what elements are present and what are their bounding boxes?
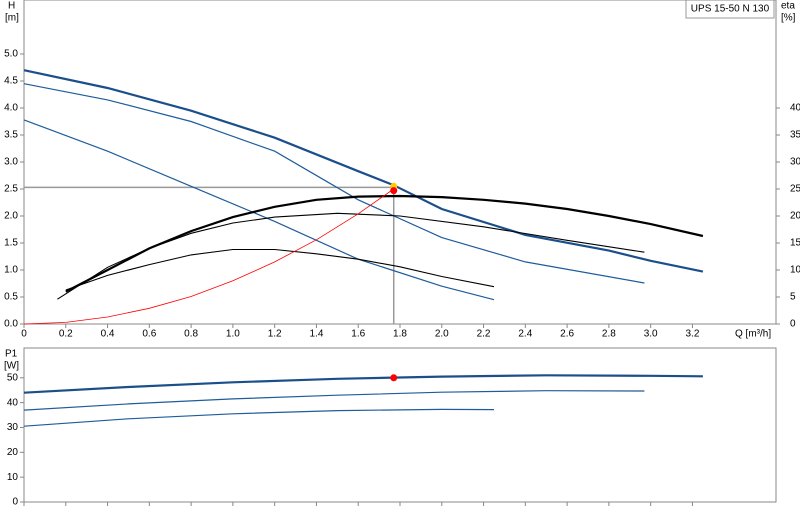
x-tick-label: 1.0 [226, 329, 240, 340]
y-tick-label: 0.5 [4, 292, 18, 303]
curve [65, 248, 495, 291]
y-axis-label: P1 [5, 349, 18, 360]
x-tick-label: 2.0 [435, 329, 449, 340]
curve [23, 390, 645, 411]
y2-tick-label: 25 [790, 184, 800, 195]
y-tick-label: 30 [7, 422, 19, 433]
curve [57, 212, 645, 300]
duty-point [390, 187, 398, 195]
y-tick-label: 10 [7, 472, 19, 483]
curve [23, 188, 394, 325]
y-tick-label: 4.0 [4, 103, 18, 114]
y-tick-label: 0.0 [4, 319, 18, 330]
y-tick-label: 4.5 [4, 76, 18, 87]
y-tick-label: 2.5 [4, 184, 18, 195]
y-axis-label: H [8, 1, 15, 12]
y2-tick-label: 15 [790, 238, 800, 249]
y-tick-label: 5.0 [4, 49, 18, 60]
y-tick-label: 2.0 [4, 211, 18, 222]
x-tick-label: 0.4 [101, 329, 115, 340]
x-tick-label: 3.0 [644, 329, 658, 340]
y-tick-label: 50 [7, 372, 19, 383]
y-tick-label: 3.5 [4, 130, 18, 141]
chart-title: UPS 15-50 N 130 [691, 4, 770, 15]
x-tick-label: 0.2 [59, 329, 73, 340]
y-tick-label: 3.0 [4, 157, 18, 168]
y2-tick-label: 40 [790, 103, 800, 114]
x-tick-label: 0 [21, 329, 27, 340]
curve [65, 194, 704, 293]
x-tick-label: 2.4 [518, 329, 532, 340]
x-tick-label: 3.2 [685, 329, 699, 340]
plot-frame [23, 0, 777, 325]
x-tick-label: 2.2 [477, 329, 491, 340]
x-tick-label: 1.6 [351, 329, 365, 340]
y2-axis-label: eta [781, 1, 795, 12]
y2-tick-label: 30 [790, 157, 800, 168]
curve [23, 119, 495, 301]
y2-tick-label: 5 [790, 292, 796, 303]
y-tick-label: 0 [12, 497, 18, 508]
y2-tick-label: 10 [790, 265, 800, 276]
x-axis-label: Q [m³/h] [735, 329, 771, 340]
x-tick-label: 1.4 [309, 329, 323, 340]
duty-point [390, 374, 398, 382]
x-tick-label: 1.8 [393, 329, 407, 340]
y-tick-label: 20 [7, 447, 19, 458]
title-box [685, 0, 775, 19]
x-tick-label: 1.2 [268, 329, 282, 340]
x-tick-label: 0.8 [184, 329, 198, 340]
curve [23, 408, 495, 427]
y-axis-unit: [W] [4, 361, 19, 372]
y-tick-label: 1.5 [4, 238, 18, 249]
x-tick-label: 2.6 [560, 329, 574, 340]
y-tick-label: 1.0 [4, 265, 18, 276]
y2-tick-label: 35 [790, 130, 800, 141]
y2-tick-label: 20 [790, 211, 800, 222]
curve [23, 69, 704, 273]
curve [23, 374, 703, 394]
y-axis-unit: [m] [5, 13, 19, 24]
y2-tick-label: 0 [790, 319, 796, 330]
y-tick-label: 40 [7, 397, 19, 408]
x-tick-label: 2.8 [602, 329, 616, 340]
x-tick-label: 0.6 [142, 329, 156, 340]
curve [23, 83, 645, 284]
plot-frame [23, 347, 777, 503]
y2-axis-unit: [%] [781, 13, 796, 24]
